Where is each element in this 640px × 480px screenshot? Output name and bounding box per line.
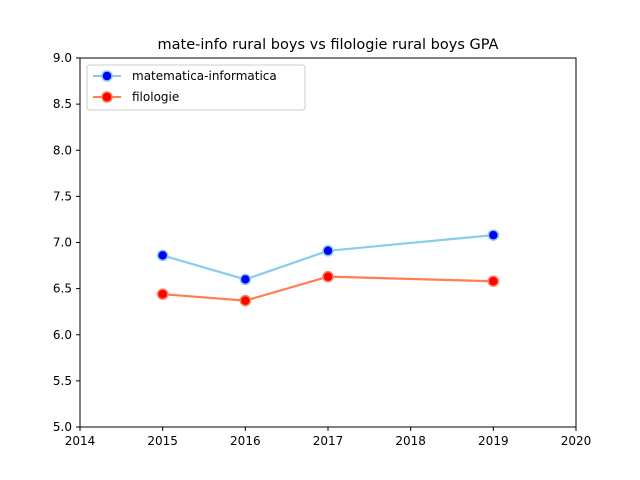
x-tick-label: 2019 [478,434,509,448]
series-line-matematica-informatica [162,234,494,281]
y-tick-label: 6.5 [53,282,72,296]
x-tick-label: 2018 [395,434,426,448]
chart-title: mate-info rural boys vs filologie rural … [158,37,499,53]
y-tick-label: 5.0 [53,420,72,434]
series-line-filologie [162,275,494,302]
data-point-filologie [239,294,252,307]
series-layer [156,229,500,307]
y-tick-label: 7.5 [53,189,72,203]
y-tick-label: 5.5 [53,374,72,388]
y-tick-label: 8.0 [53,143,72,157]
x-tick-label: 2016 [230,434,261,448]
data-point-filologie [322,270,334,283]
legend-label-matematica-informatica: matematica-informatica [132,69,277,83]
y-axis: 5.0 5.5 6.0 6.5 7.0 7.5 8.0 8.5 9.0 [53,51,80,434]
data-point-matematica-informatica [156,249,169,262]
legend: matematica-informatica filologie [86,64,306,111]
data-point-filologie [487,275,500,287]
x-axis: 2014 2015 2016 2017 2018 2019 2020 [65,427,592,448]
legend-marker-matematica-informatica [101,70,113,82]
x-tick-label: 2020 [561,434,592,448]
y-tick-label: 6.0 [53,328,72,342]
x-tick-label: 2014 [65,434,96,448]
x-tick-label: 2017 [313,434,344,448]
data-point-matematica-informatica [239,273,252,286]
data-point-matematica-informatica [322,245,334,257]
legend-marker-filologie [101,91,113,103]
legend-box [86,64,306,111]
y-tick-label: 8.5 [53,97,72,111]
data-point-matematica-informatica [487,229,500,241]
legend-label-filologie: filologie [132,90,179,104]
y-tick-label: 9.0 [53,51,72,65]
y-tick-label: 7.0 [53,236,72,250]
data-point-filologie [156,288,169,300]
x-tick-label: 2015 [147,434,178,448]
